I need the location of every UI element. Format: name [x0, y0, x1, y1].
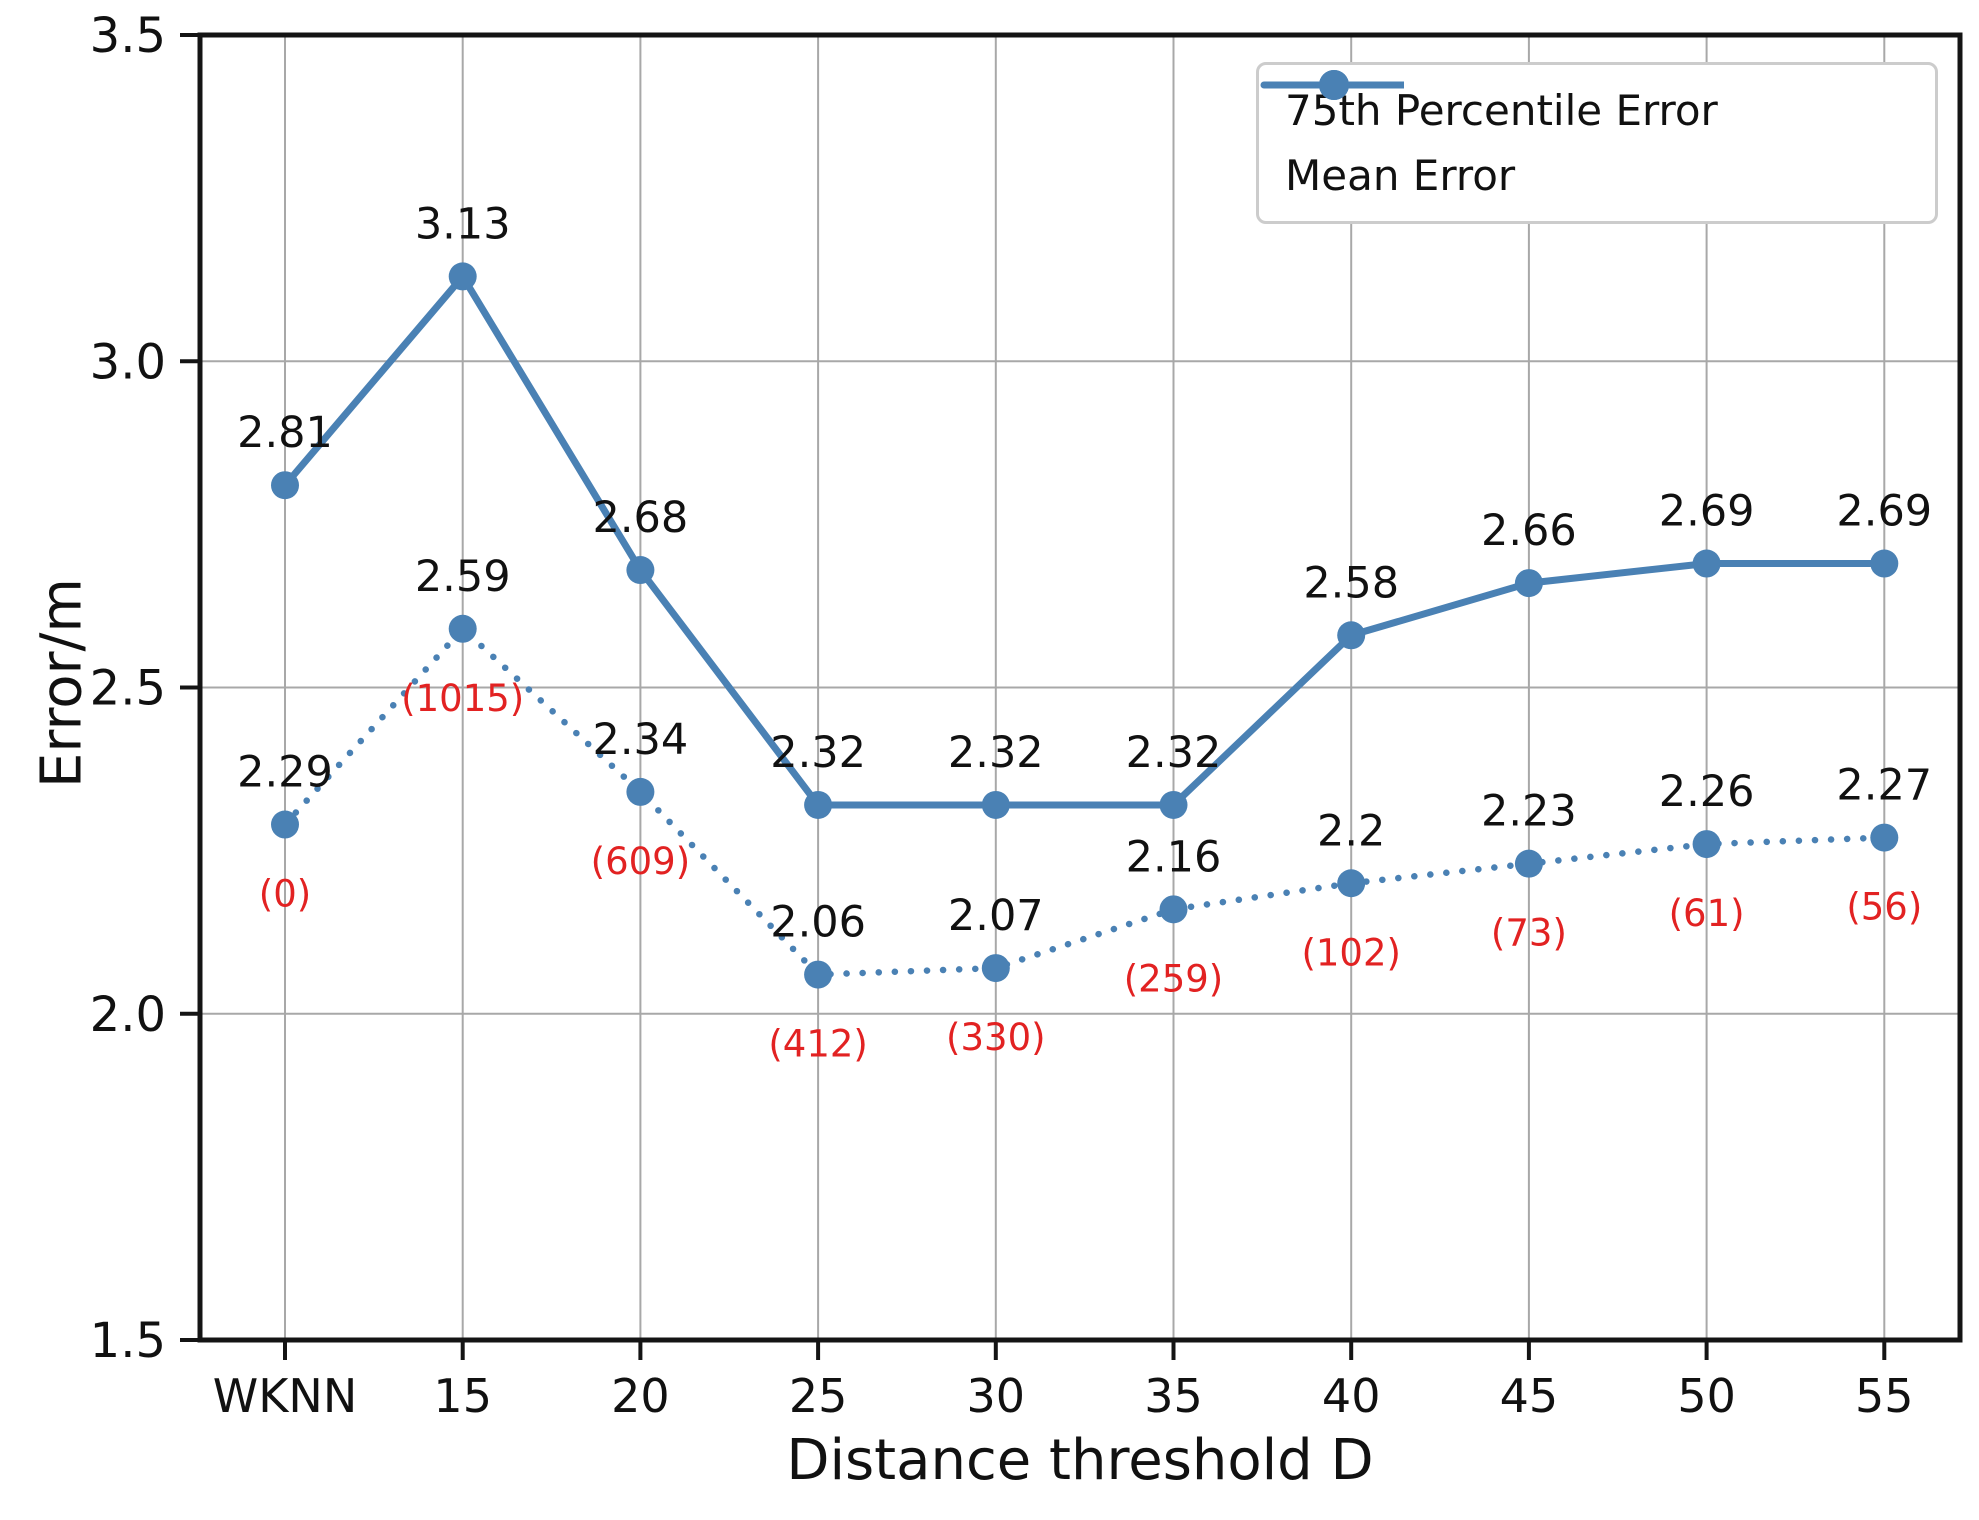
value-label: 2.26	[1659, 767, 1755, 817]
y-tick-label: 3.5	[90, 8, 166, 64]
legend: 75th Percentile Error Mean Error	[1256, 62, 1938, 224]
y-tick-label: 1.5	[90, 1313, 166, 1369]
legend-item-75th-percentile: 75th Percentile Error	[1264, 70, 1909, 135]
mean-error-line	[281, 624, 1888, 978]
axes	[180, 32, 1963, 1360]
value-label: 2.59	[415, 552, 511, 602]
y-tick-label: 2.0	[90, 987, 166, 1043]
data-point-marker	[804, 960, 833, 989]
value-label: 2.2	[1317, 806, 1385, 856]
series-lines	[271, 262, 1899, 989]
data-point-marker	[1692, 830, 1721, 859]
data-point-marker	[804, 790, 833, 819]
value-labels: 2.81 3.13 2.68 2.32 2.32 2.32 2.58 2.66 2.69 2.69…	[237, 199, 1932, 1065]
x-tick-label: 35	[1144, 1369, 1203, 1423]
count-annotation: (56)	[1846, 886, 1922, 929]
value-label: 2.69	[1659, 487, 1755, 537]
count-annotation: (61)	[1669, 892, 1745, 935]
value-label: 2.32	[1126, 728, 1222, 778]
x-tick-label: 50	[1677, 1369, 1736, 1423]
value-label: 2.32	[770, 728, 866, 778]
count-annotation: (102)	[1301, 931, 1401, 974]
data-point-marker	[1514, 569, 1543, 598]
x-tick-label: 30	[967, 1369, 1026, 1423]
x-tick-label: 45	[1500, 1369, 1559, 1423]
value-label: 2.58	[1303, 558, 1399, 608]
data-point-marker	[981, 790, 1010, 819]
data-point-marker	[981, 954, 1010, 983]
data-point-marker	[1159, 895, 1188, 924]
value-label: 2.66	[1481, 506, 1577, 556]
y-tick-label: 3.0	[90, 334, 166, 390]
value-label: 2.23	[1481, 787, 1577, 837]
value-label: 2.29	[237, 748, 333, 798]
value-label: 2.32	[948, 728, 1044, 778]
count-annotation: (0)	[259, 873, 311, 916]
value-label: 2.81	[237, 408, 333, 458]
x-tick-label: 15	[433, 1369, 492, 1423]
data-point-marker	[1514, 849, 1543, 878]
value-label: 2.07	[948, 891, 1044, 941]
data-point-marker	[626, 556, 655, 585]
count-annotation: (609)	[591, 840, 691, 883]
legend-label-mean-error: Mean Error	[1285, 151, 1516, 201]
x-tick-label: 40	[1322, 1369, 1381, 1423]
legend-label-75th-percentile: 75th Percentile Error	[1285, 85, 1718, 135]
y-axis-title: Error/m	[29, 578, 95, 788]
legend-item-mean-error: Mean Error	[1260, 70, 1909, 201]
value-label: 2.68	[593, 493, 689, 543]
count-annotation: (259)	[1124, 957, 1224, 1000]
value-label: 2.06	[770, 898, 866, 948]
value-label: 3.13	[415, 199, 511, 249]
data-point-marker	[448, 614, 477, 643]
value-label: 2.34	[593, 715, 689, 765]
data-point-marker	[271, 471, 299, 500]
value-label: 2.69	[1836, 487, 1932, 537]
data-point-marker	[1337, 621, 1366, 650]
percentile-error-line	[282, 270, 1885, 809]
data-point-marker	[1159, 790, 1188, 819]
value-label: 2.16	[1126, 832, 1222, 882]
gridlines	[200, 35, 1960, 1340]
x-axis-title: Distance threshold D	[786, 1428, 1374, 1493]
data-point-marker	[626, 777, 655, 806]
data-point-marker	[1692, 549, 1721, 578]
x-tick-label: 20	[611, 1369, 670, 1423]
x-tick-label: WKNN	[213, 1369, 357, 1423]
tick-labels: 1.5 2.0 2.5 3.0 3.5 WKNN 15 20 25 30 35 40 45 50 55	[90, 8, 1914, 1423]
count-annotation: (1015)	[401, 677, 524, 720]
y-tick-label: 2.5	[90, 661, 166, 717]
data-point-marker	[1870, 549, 1899, 578]
value-label: 2.27	[1836, 761, 1932, 811]
data-point-marker	[448, 262, 477, 291]
count-annotation: (73)	[1491, 912, 1567, 955]
data-point-marker	[271, 810, 299, 839]
x-tick-label: 25	[789, 1369, 848, 1423]
count-annotation: (412)	[768, 1023, 868, 1066]
x-tick-label: 55	[1855, 1369, 1914, 1423]
count-annotation: (330)	[946, 1016, 1046, 1059]
dotted-line-sample-icon	[1260, 70, 1408, 100]
data-point-marker	[1870, 823, 1899, 852]
data-point-marker	[1337, 869, 1366, 898]
